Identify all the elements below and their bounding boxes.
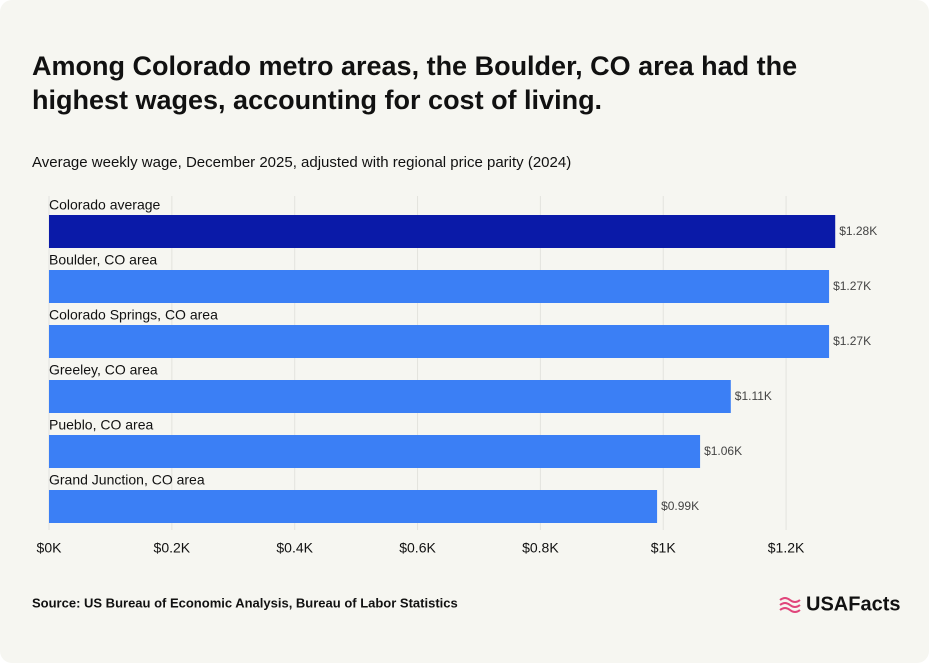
category-label: Colorado Springs, CO area [49,307,218,323]
value-label: $1.06K [704,444,742,458]
value-label: $1.11K [735,389,772,403]
bar [49,215,836,248]
value-label: $1.27K [833,279,871,293]
value-label: $1.27K [833,334,871,348]
category-label: Pueblo, CO area [49,417,153,433]
x-tick-label: $0.4K [276,540,313,556]
bar [49,325,830,358]
chart-subtitle: Average weekly wage, December 2025, adju… [32,154,571,171]
category-label: Greeley, CO area [49,362,158,378]
x-tick-label: $0.2K [154,540,191,556]
value-label: $0.99K [661,499,699,513]
bar [49,435,701,468]
value-label: $1.28K [839,224,877,238]
x-tick-label: $0.6K [399,540,436,556]
x-tick-label: $0.8K [522,540,559,556]
category-label: Boulder, CO area [49,252,157,268]
source: Source: US Bureau of Economic Analysis, … [32,595,458,610]
x-tick-label: $0K [37,540,63,556]
x-tick-label: $1.2K [768,540,805,556]
bar [49,380,731,413]
logo-icon [779,597,801,613]
x-tick-label: $1K [651,540,677,556]
logo: USAFacts [806,593,900,615]
bar [49,490,658,523]
category-label: Grand Junction, CO area [49,472,205,488]
chart-title: Among Colorado metro areas, the Boulder,… [32,51,797,115]
category-label: Colorado average [49,197,161,213]
bar [49,270,830,303]
